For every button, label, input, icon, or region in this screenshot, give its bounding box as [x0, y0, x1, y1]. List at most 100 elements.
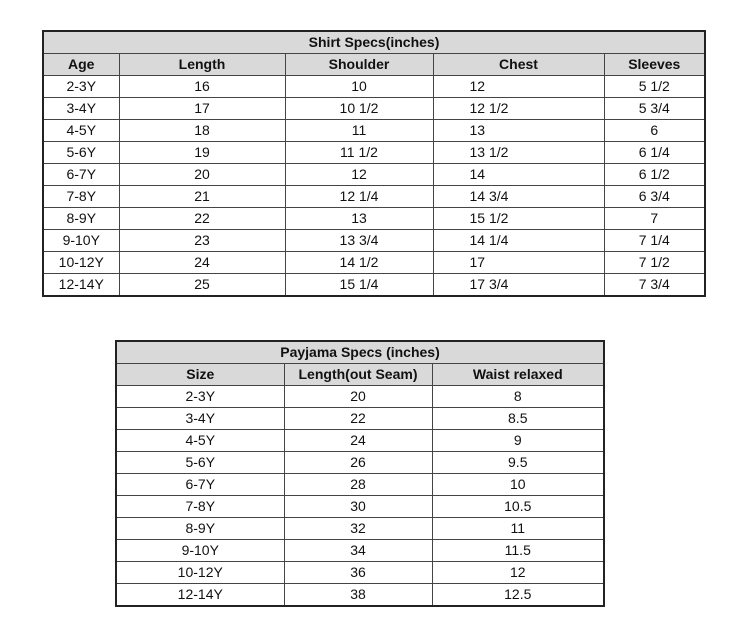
cell-length: 30 — [283, 495, 433, 518]
cell-age: 8-9Y — [42, 207, 120, 230]
cell-length: 23 — [118, 229, 286, 252]
cell-age: 2-3Y — [42, 75, 120, 98]
cell-length: 24 — [283, 429, 433, 452]
cell-length: 18 — [118, 119, 286, 142]
table-row: 4-5Y 18 11 13 6 — [42, 119, 706, 142]
cell-shoulder: 14 1/2 — [284, 251, 434, 274]
cell-shoulder: 13 — [284, 207, 434, 230]
cell-age: 4-5Y — [42, 119, 120, 142]
cell-length: 16 — [118, 75, 286, 98]
cell-age: 5-6Y — [42, 141, 120, 164]
cell-size: 8-9Y — [115, 517, 285, 540]
cell-chest: 14 1/4 — [432, 229, 605, 252]
cell-chest: 17 3/4 — [432, 273, 605, 297]
column-header-length-out-seam: Length(out Seam) — [283, 363, 433, 386]
cell-chest: 14 3/4 — [432, 185, 605, 208]
payjama-table-title: Payjama Specs (inches) — [115, 340, 605, 364]
column-header-chest: Chest — [432, 53, 605, 76]
column-header-size: Size — [115, 363, 285, 386]
cell-age: 7-8Y — [42, 185, 120, 208]
cell-size: 6-7Y — [115, 473, 285, 496]
cell-chest: 13 — [432, 119, 605, 142]
cell-sleeves: 7 3/4 — [603, 273, 706, 297]
cell-size: 9-10Y — [115, 539, 285, 562]
cell-length: 32 — [283, 517, 433, 540]
cell-length: 20 — [118, 163, 286, 186]
cell-waist: 11.5 — [431, 539, 605, 562]
column-header-length: Length — [118, 53, 286, 76]
column-header-shoulder: Shoulder — [284, 53, 434, 76]
cell-waist: 8 — [431, 385, 605, 408]
cell-length: 34 — [283, 539, 433, 562]
cell-shoulder: 10 — [284, 75, 434, 98]
cell-length: 28 — [283, 473, 433, 496]
cell-length: 22 — [283, 407, 433, 430]
cell-sleeves: 6 — [603, 119, 706, 142]
cell-length: 25 — [118, 273, 286, 297]
table-row: 9-10Y 34 11.5 — [115, 539, 605, 562]
payjama-specs-table: Payjama Specs (inches) Size Length(out S… — [115, 340, 605, 607]
table-row: 7-8Y 30 10.5 — [115, 495, 605, 518]
column-header-age: Age — [42, 53, 120, 76]
cell-shoulder: 10 1/2 — [284, 97, 434, 120]
cell-size: 4-5Y — [115, 429, 285, 452]
cell-waist: 11 — [431, 517, 605, 540]
table-row: 5-6Y 26 9.5 — [115, 451, 605, 474]
cell-chest: 13 1/2 — [432, 141, 605, 164]
cell-sleeves: 5 1/2 — [603, 75, 706, 98]
cell-sleeves: 7 1/4 — [603, 229, 706, 252]
cell-waist: 8.5 — [431, 407, 605, 430]
column-header-sleeves: Sleeves — [603, 53, 706, 76]
cell-shoulder: 15 1/4 — [284, 273, 434, 297]
cell-sleeves: 6 3/4 — [603, 185, 706, 208]
cell-chest: 15 1/2 — [432, 207, 605, 230]
cell-length: 38 — [283, 583, 433, 607]
cell-sleeves: 6 1/4 — [603, 141, 706, 164]
table-row: 3-4Y 17 10 1/2 12 1/2 5 3/4 — [42, 97, 706, 120]
cell-length: 20 — [283, 385, 433, 408]
cell-waist: 12.5 — [431, 583, 605, 607]
table-row: 9-10Y 23 13 3/4 14 1/4 7 1/4 — [42, 229, 706, 252]
table-row: 6-7Y 20 12 14 6 1/2 — [42, 163, 706, 186]
shirt-table-title: Shirt Specs(inches) — [42, 30, 706, 54]
cell-shoulder: 11 1/2 — [284, 141, 434, 164]
table-row: 10-12Y 24 14 1/2 17 7 1/2 — [42, 251, 706, 274]
cell-waist: 9 — [431, 429, 605, 452]
cell-length: 19 — [118, 141, 286, 164]
cell-size: 7-8Y — [115, 495, 285, 518]
cell-shoulder: 12 — [284, 163, 434, 186]
cell-chest: 12 — [432, 75, 605, 98]
cell-size: 10-12Y — [115, 561, 285, 584]
shirt-specs-table: Shirt Specs(inches) Age Length Shoulder … — [42, 30, 707, 297]
cell-length: 21 — [118, 185, 286, 208]
cell-length: 17 — [118, 97, 286, 120]
cell-sleeves: 5 3/4 — [603, 97, 706, 120]
table-row: 3-4Y 22 8.5 — [115, 407, 605, 430]
cell-waist: 12 — [431, 561, 605, 584]
shirt-header-row: Age Length Shoulder Chest Sleeves — [42, 53, 706, 76]
payjama-header-row: Size Length(out Seam) Waist relaxed — [115, 363, 605, 386]
cell-length: 22 — [118, 207, 286, 230]
cell-sleeves: 7 — [603, 207, 706, 230]
cell-age: 10-12Y — [42, 251, 120, 274]
table-row: 5-6Y 19 11 1/2 13 1/2 6 1/4 — [42, 141, 706, 164]
table-row: 6-7Y 28 10 — [115, 473, 605, 496]
cell-age: 9-10Y — [42, 229, 120, 252]
cell-age: 6-7Y — [42, 163, 120, 186]
table-row: 12-14Y 38 12.5 — [115, 583, 605, 607]
table-row: 10-12Y 36 12 — [115, 561, 605, 584]
cell-chest: 14 — [432, 163, 605, 186]
cell-chest: 17 — [432, 251, 605, 274]
cell-length: 24 — [118, 251, 286, 274]
column-header-waist-relaxed: Waist relaxed — [431, 363, 605, 386]
cell-sleeves: 6 1/2 — [603, 163, 706, 186]
cell-length: 36 — [283, 561, 433, 584]
cell-age: 12-14Y — [42, 273, 120, 297]
cell-waist: 9.5 — [431, 451, 605, 474]
cell-size: 12-14Y — [115, 583, 285, 607]
cell-size: 3-4Y — [115, 407, 285, 430]
table-row: 2-3Y 20 8 — [115, 385, 605, 408]
cell-size: 2-3Y — [115, 385, 285, 408]
cell-waist: 10 — [431, 473, 605, 496]
table-row: 2-3Y 16 10 12 5 1/2 — [42, 75, 706, 98]
